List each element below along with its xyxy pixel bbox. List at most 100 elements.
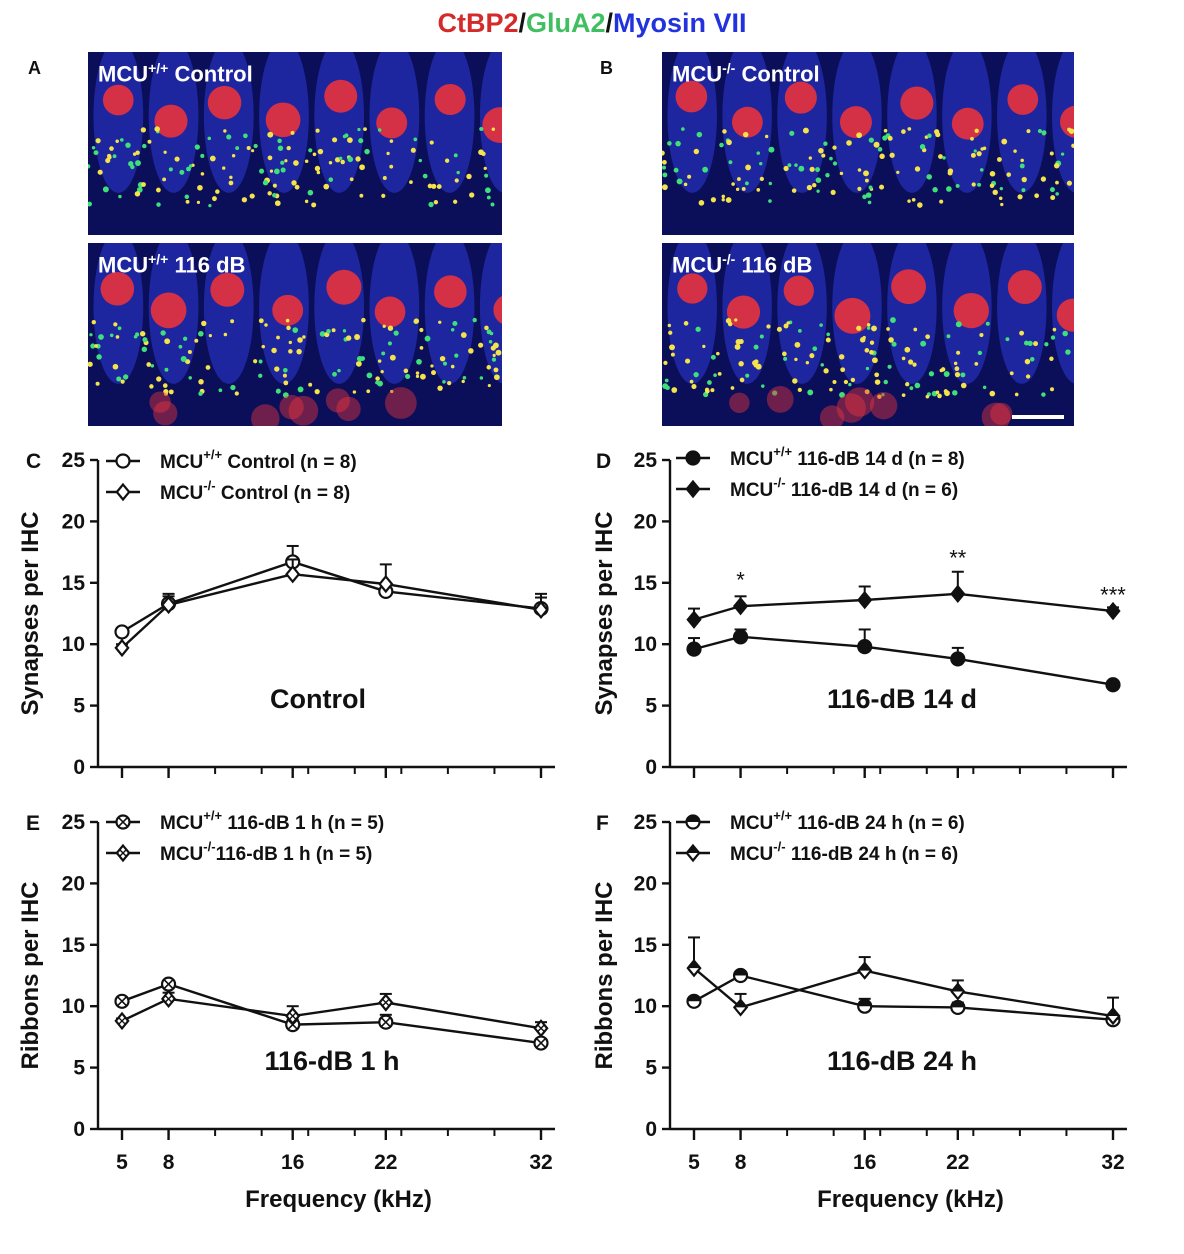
synapse-puncta [196,200,201,204]
synapse-puncta [326,328,331,334]
synapse-puncta [419,327,424,333]
panel-letter: C [26,450,41,473]
synapse-puncta [864,389,870,395]
y-tick-label: 15 [634,572,658,595]
synapse-puncta [756,151,761,155]
synapse-puncta [782,351,787,357]
synapse-puncta [222,166,226,170]
data-point [686,641,702,657]
synapse-puncta [925,334,931,340]
data-point-mark [686,815,700,822]
series-0: MCU+/+ Control (n = 8) [106,447,549,640]
synapse-puncta [302,335,306,339]
hair-cell [887,52,937,193]
synapse-puncta [109,333,114,338]
synapse-puncta [1055,192,1059,196]
legend-sup: -/- [773,839,785,854]
synapse-puncta [919,144,926,150]
synapse-puncta [789,130,795,136]
cell-nucleus [384,387,417,419]
synapse-puncta [979,168,984,172]
cell-nucleus [953,292,989,329]
synapse-puncta [162,177,167,182]
synapse-puncta [707,380,712,385]
series-line [121,560,542,633]
synapse-puncta [484,325,489,331]
synapse-puncta [676,178,683,185]
figure-title-part: CtBP2 [437,8,519,38]
synapse-puncta [815,167,820,173]
synapse-puncta [218,388,223,393]
synapse-puncta [823,141,828,146]
synapse-puncta [460,332,467,338]
synapse-puncta [1037,128,1043,134]
synapse-puncta [355,156,361,162]
synapse-puncta [487,383,491,388]
synapse-puncta [857,168,862,172]
synapse-puncta [405,373,411,380]
synapse-puncta [282,392,289,399]
synapse-puncta [271,347,277,354]
synapse-puncta [410,147,416,153]
synapse-puncta [1049,356,1054,361]
synapse-puncta [738,339,744,345]
synapse-puncta [1055,180,1059,185]
synapse-puncta [253,143,258,149]
synapse-puncta [491,357,497,362]
synapse-puncta [1033,341,1039,347]
series-1: MCU-/- 116-dB 14 d (n = 6) [676,475,1121,629]
synapse-puncta [976,151,982,157]
data-point-mark [382,998,390,1007]
legend-entry: MCU+/+ 116-dB 24 h (n = 6) [730,808,965,834]
synapse-puncta [439,355,446,362]
legend-sup: +/+ [203,808,222,823]
synapse-puncta [141,182,146,187]
series-line [693,635,1114,686]
synapse-puncta [319,331,326,337]
data-point [732,596,749,616]
synapse-puncta [826,332,831,337]
cell-nucleus [324,79,358,113]
panel-condition-label: 116-dB 14 d [827,684,977,714]
legend-entry: MCU-/- 116-dB 24 h (n = 6) [730,839,958,865]
x-tick-label: 8 [163,1151,175,1174]
synapse-puncta [495,349,502,356]
legend-entry: MCU-/- 116-dB 14 d (n = 6) [730,475,958,501]
synapse-puncta [908,359,914,365]
synapse-puncta [179,169,185,175]
synapse-puncta [267,155,273,161]
synapse-puncta [805,360,810,365]
synapse-puncta [431,370,436,376]
synapse-puncta [381,351,386,356]
synapse-puncta [662,184,668,191]
chart-panel-d: D 0 5 10 15 20 25 Synapses per IHC 116-dB 14 d MC… [591,444,1127,779]
synapse-puncta [1020,158,1024,163]
synapse-puncta [689,379,694,384]
series-line [693,967,1114,1018]
synapse-puncta [1024,358,1031,365]
synapse-puncta [360,356,366,361]
synapse-puncta [125,142,131,148]
y-tick-label: 20 [634,510,657,533]
synapse-puncta [759,176,765,182]
synapse-puncta [857,186,862,191]
series-line [693,974,1114,1021]
synapse-puncta [118,194,122,199]
synapse-puncta [829,387,833,392]
synapse-puncta [381,193,386,198]
synapse-puncta [1049,187,1055,193]
synapse-puncta [772,390,778,396]
synapse-puncta [89,333,93,337]
synapse-puncta [717,371,722,376]
synapse-puncta [1001,138,1008,145]
synapse-puncta [215,189,220,194]
data-point-mark [734,969,748,976]
synapse-puncta [1019,163,1025,169]
synapse-puncta [752,360,758,366]
synapse-puncta [954,366,960,372]
cell-nucleus [891,269,926,305]
synapse-puncta [134,191,141,197]
synapse-puncta [274,366,280,372]
synapse-puncta [291,180,297,186]
